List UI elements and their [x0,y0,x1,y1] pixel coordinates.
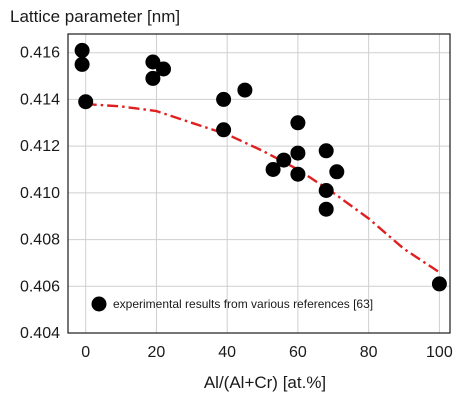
y-tick-label: 0.414 [20,91,60,108]
y-axis-title: Lattice parameter [nm] [10,7,180,26]
data-point [216,122,232,138]
data-point [216,91,232,107]
x-tick-label: 100 [426,344,453,361]
data-point [265,162,281,177]
data-point [156,61,171,77]
y-tick-label: 0.410 [20,185,60,202]
x-axis-title: Al/(Al+Cr) [at.%] [204,373,326,392]
legend-marker [91,296,107,312]
y-tick-label: 0.404 [20,325,60,342]
x-tick-label: 60 [289,344,307,361]
x-tick-label: 40 [218,344,236,361]
y-tick-label: 0.412 [20,138,60,155]
legend-label: experimental results from various refere… [113,297,373,311]
grid [68,34,450,334]
y-tick-label: 0.408 [20,232,60,249]
fit-curve-layer [85,102,441,274]
y-tick-label: 0.416 [20,45,60,62]
y-tick-label: 0.406 [20,278,60,295]
data-point [290,166,306,182]
data-point [276,152,292,168]
data-points [74,42,447,292]
data-point [329,164,345,180]
data-point [74,56,90,72]
data-point [237,82,253,98]
x-tick-label: 0 [81,344,90,361]
legend: experimental results from various refere… [91,296,373,312]
data-point [74,42,90,58]
data-point [290,115,306,131]
data-point [318,201,334,217]
data-point [78,94,94,110]
data-point [290,145,306,161]
fit-curve [85,102,441,274]
x-tick-label: 80 [360,344,378,361]
data-point [318,183,334,198]
x-tick-label: 20 [148,344,166,361]
plot-frame [67,33,451,334]
data-point [431,276,447,292]
data-point [318,143,334,159]
data-point [145,54,161,70]
data-point [145,70,161,86]
tick-labels: 0.404 0.406 0.408 0.410 0.412 0.414 0.416 0 20 40… [20,45,453,361]
